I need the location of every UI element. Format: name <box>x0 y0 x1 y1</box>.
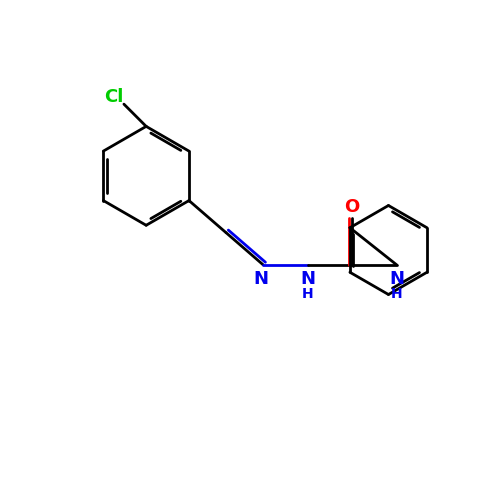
Text: N: N <box>253 270 268 287</box>
Text: Cl: Cl <box>104 88 124 106</box>
Text: O: O <box>344 198 360 216</box>
Text: N: N <box>389 270 404 287</box>
Text: N: N <box>300 270 315 287</box>
Text: H: H <box>302 286 314 300</box>
Text: H: H <box>391 286 402 300</box>
